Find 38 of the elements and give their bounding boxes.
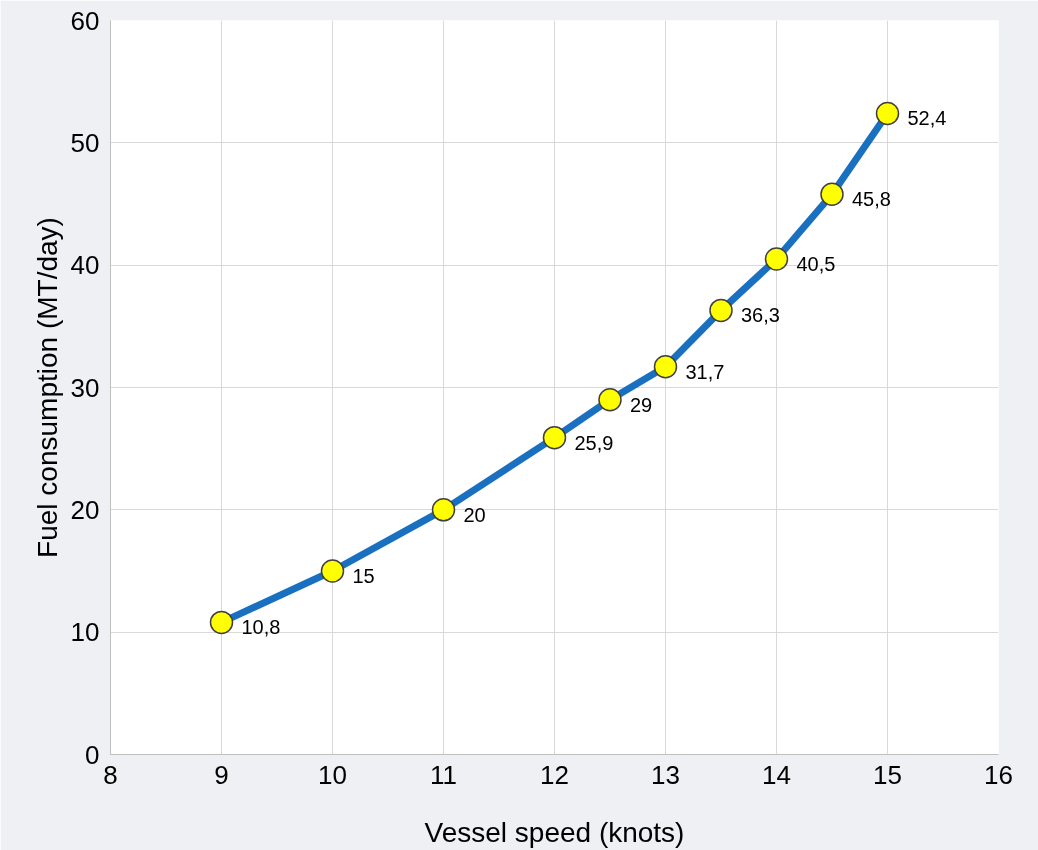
point [542,425,567,450]
x-tick-label: 14 [762,759,791,790]
point [820,182,844,206]
data-label: 15 [352,565,375,587]
data-label: 29 [630,393,653,416]
x-tick-label: 10 [318,759,347,790]
point [764,247,789,271]
y-tick-label: 10 [70,617,100,648]
point [598,388,622,412]
y-tick-label: 20 [70,494,100,525]
data-label: 40,5 [796,253,836,276]
x-tick-label: 12 [540,759,569,790]
point [875,101,900,126]
point [320,559,345,583]
data-label: 31,7 [685,360,725,383]
y-tick-label: 0 [85,739,100,770]
y-tick-label: 40 [70,250,100,281]
y-tick-label: 60 [70,5,100,36]
x-axis-title: Vessel speed (knots) [424,816,685,848]
point [209,610,234,635]
point [431,498,456,522]
data-label: 52,4 [907,107,947,130]
x-tick-label: 9 [214,759,229,790]
x-tick-label: 16 [984,759,1013,790]
y-axis-title: Fuel consumption (MT/day) [31,217,63,558]
y-tick-label: 30 [70,372,100,403]
x-tick-label: 8 [103,759,118,790]
y-tick-label: 50 [70,127,100,158]
data-label: 20 [463,503,486,526]
point [653,354,678,379]
data-label: 10,8 [241,616,281,639]
point [709,298,733,323]
data-label: 45,8 [852,188,891,211]
x-tick-label: 13 [651,759,680,790]
data-label: 25,9 [574,431,614,454]
x-tick-label: 15 [873,759,902,790]
data-label: 36,3 [741,304,780,327]
x-tick-label: 11 [430,759,457,790]
